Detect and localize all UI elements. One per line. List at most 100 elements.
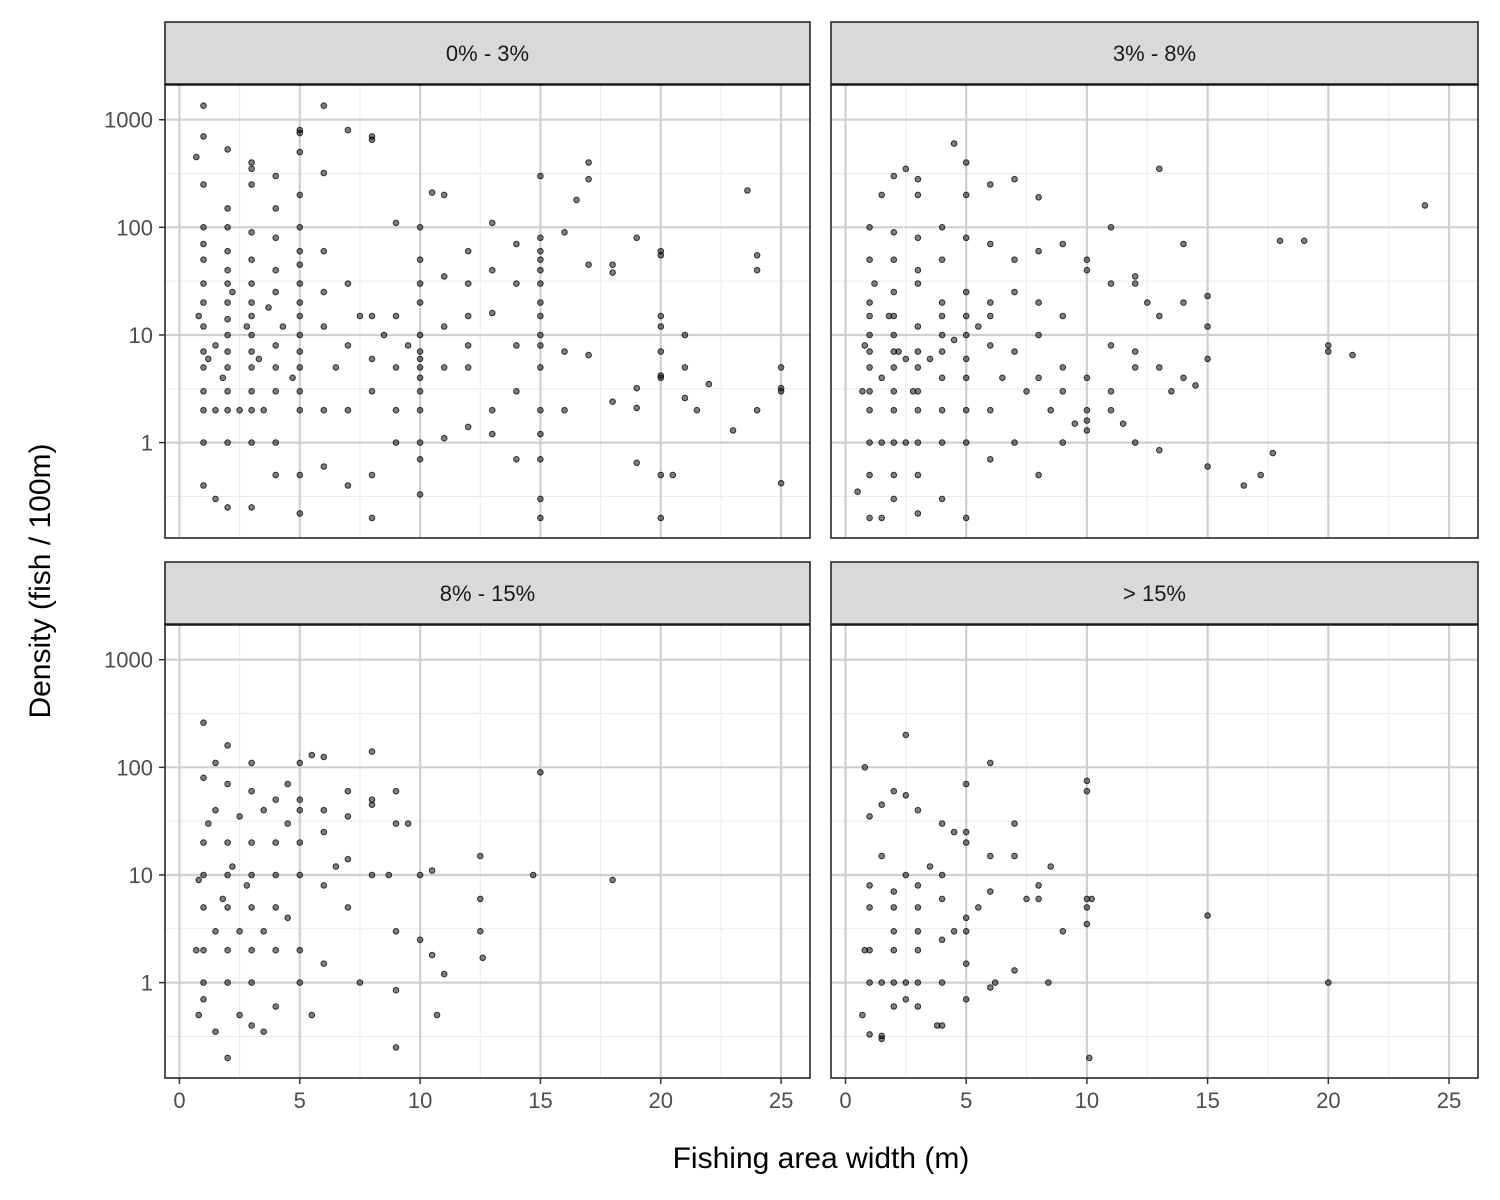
data-point — [272, 234, 280, 242]
data-point — [681, 364, 689, 371]
data-point — [1131, 364, 1139, 371]
x-tick-label: 0 — [173, 1088, 185, 1113]
data-point — [609, 398, 616, 406]
data-point — [938, 439, 946, 446]
data-point — [1035, 471, 1042, 479]
data-point — [193, 946, 200, 954]
x-tick-label: 25 — [1437, 1088, 1461, 1113]
data-point — [561, 229, 568, 236]
data-point — [1204, 292, 1211, 300]
data-point — [861, 946, 869, 954]
data-point — [633, 234, 641, 242]
data-point — [914, 266, 922, 274]
data-point — [272, 172, 280, 180]
y-tick-label: 1 — [141, 971, 153, 996]
data-point — [987, 312, 994, 320]
data-point — [248, 904, 255, 911]
data-point — [464, 364, 472, 371]
data-point — [878, 1032, 886, 1040]
data-point — [866, 439, 873, 446]
data-point — [440, 970, 448, 978]
data-point — [368, 471, 376, 479]
data-point — [537, 280, 544, 287]
data-point — [854, 488, 861, 496]
data-point — [1156, 364, 1163, 371]
data-point — [392, 406, 400, 414]
data-point — [866, 331, 873, 339]
data-point — [1083, 427, 1091, 434]
data-point — [205, 355, 212, 363]
data-point — [537, 256, 544, 264]
data-point — [248, 364, 255, 371]
data-point — [962, 928, 970, 935]
data-point — [479, 954, 487, 962]
data-point — [878, 852, 886, 860]
data-point — [368, 136, 376, 144]
x-tick-label: 25 — [769, 1088, 793, 1113]
data-point — [938, 406, 946, 414]
data-point — [320, 960, 328, 968]
data-point — [878, 439, 886, 446]
data-point — [1156, 446, 1163, 454]
data-point — [248, 759, 255, 767]
y-tick-label: 10 — [129, 323, 153, 348]
data-point — [1011, 256, 1018, 264]
data-point — [633, 384, 641, 392]
data-point — [1276, 237, 1284, 245]
data-point — [962, 234, 970, 242]
facet-panel-3: > 15% 0 5 10 15 20 25 — [830, 561, 1479, 1113]
data-point — [914, 234, 922, 242]
data-point — [212, 806, 219, 814]
data-point — [428, 867, 436, 874]
data-point — [657, 323, 665, 330]
data-point — [296, 261, 304, 269]
data-point — [926, 863, 934, 870]
data-point — [464, 342, 472, 349]
data-point — [320, 288, 328, 296]
data-point — [890, 229, 898, 236]
data-point — [200, 774, 207, 782]
data-point — [938, 871, 946, 879]
data-point — [279, 323, 287, 330]
data-point — [902, 792, 910, 799]
data-point — [609, 261, 616, 269]
data-point — [890, 946, 898, 954]
data-point — [404, 820, 412, 827]
data-point — [1168, 388, 1175, 395]
y-tick-label: 100 — [116, 755, 153, 780]
data-point — [914, 175, 922, 183]
data-point — [440, 191, 448, 199]
data-point — [902, 871, 910, 879]
data-point — [871, 280, 878, 287]
data-point — [200, 364, 207, 371]
data-point — [1156, 312, 1163, 320]
data-point — [938, 374, 946, 382]
data-point — [296, 871, 304, 879]
data-point — [609, 269, 616, 276]
x-axis-title: Fishing area width (m) — [673, 1142, 970, 1175]
data-point — [416, 871, 424, 879]
data-point — [224, 348, 231, 355]
data-point — [950, 336, 958, 344]
data-point — [744, 187, 751, 194]
data-point — [392, 986, 400, 994]
data-point — [416, 388, 424, 395]
data-point — [200, 348, 207, 355]
data-point — [464, 423, 472, 431]
data-point — [224, 504, 231, 511]
data-point — [344, 406, 352, 414]
data-point — [987, 240, 994, 248]
data-point — [1083, 920, 1091, 928]
data-point — [392, 787, 400, 795]
data-point — [777, 384, 785, 392]
data-point — [248, 159, 255, 166]
data-point — [1083, 904, 1091, 911]
data-point — [861, 342, 869, 349]
data-point — [1204, 463, 1211, 470]
data-point — [289, 374, 296, 382]
data-point — [296, 471, 304, 479]
data-point — [1023, 895, 1030, 903]
data-point — [866, 979, 873, 986]
data-point — [248, 280, 255, 287]
